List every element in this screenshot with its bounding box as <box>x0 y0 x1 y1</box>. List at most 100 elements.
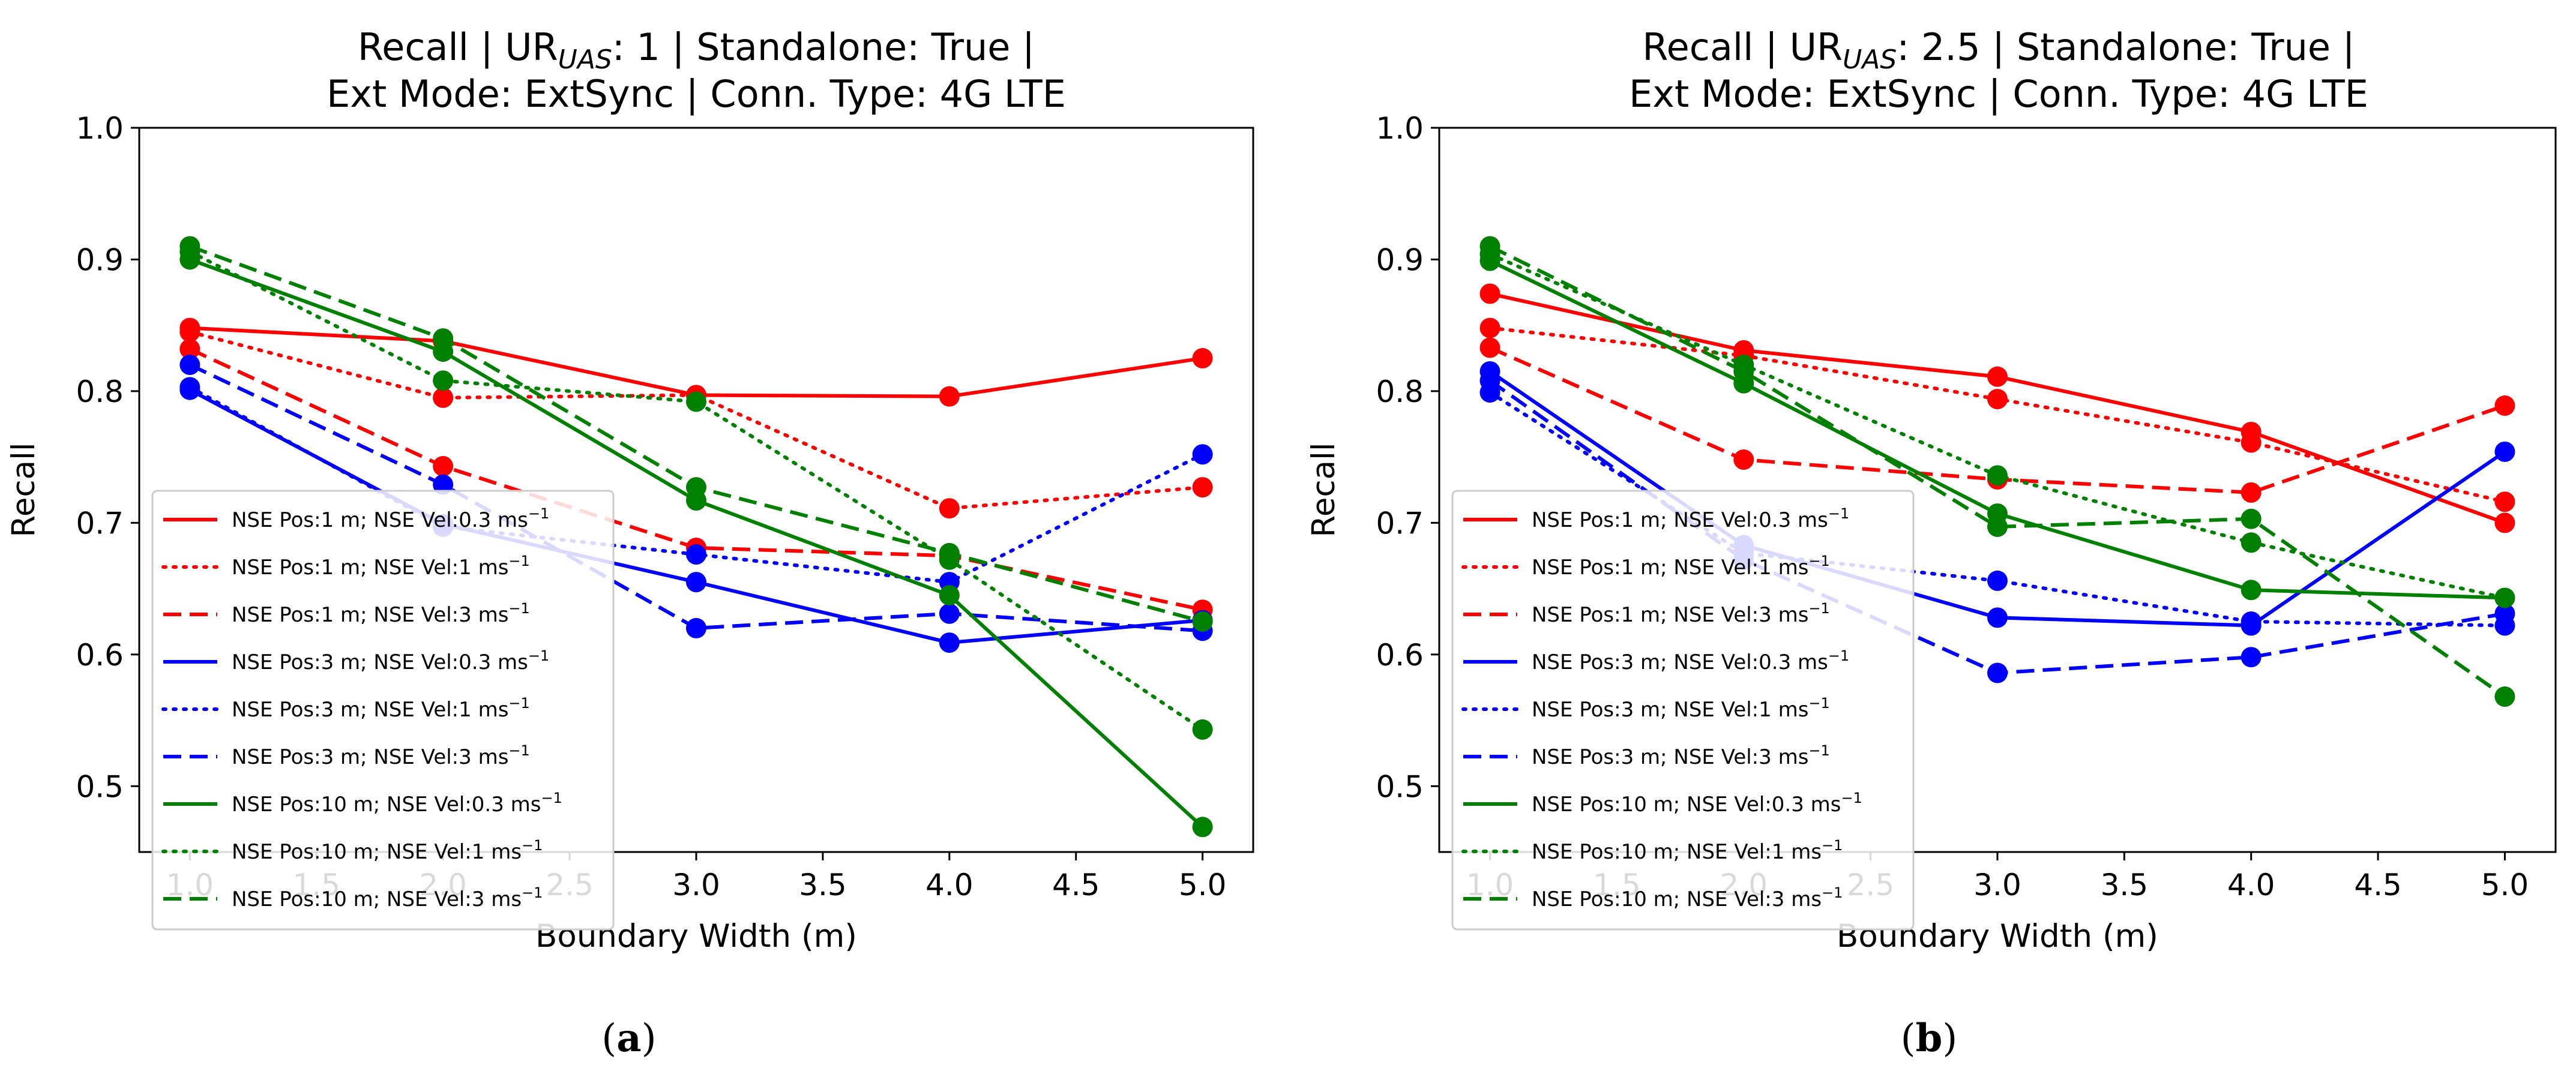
legend-entry-text: NSE Pos:10 m; NSE Vel:3 ms <box>232 887 522 911</box>
legend-entry-label: NSE Pos:3 m; NSE Vel:0.3 ms−1 <box>1532 647 1849 674</box>
legend-entry-unit-superscript: −1 <box>1822 884 1843 901</box>
legend-entry-text: NSE Pos:3 m; NSE Vel:3 ms <box>232 745 508 769</box>
data-point <box>1987 389 2008 410</box>
y-axis-label: Recall <box>1305 442 1342 537</box>
data-point <box>433 474 454 495</box>
data-point <box>2494 441 2515 462</box>
chart-title-subscript: UAS <box>1843 44 1897 75</box>
x-tick-label: 5.0 <box>1179 868 1227 902</box>
data-point <box>433 328 454 349</box>
legend-entry-text: NSE Pos:1 m; NSE Vel:1 ms <box>232 556 508 580</box>
legend-entry-unit-superscript: −1 <box>528 505 549 522</box>
data-point <box>939 632 960 653</box>
data-point <box>686 617 706 638</box>
legend-entry-unit-superscript: −1 <box>508 742 529 759</box>
legend-entry-label: NSE Pos:3 m; NSE Vel:3 ms−1 <box>232 742 530 769</box>
subfigure-label: b <box>1916 1016 1943 1061</box>
x-tick-label: 3.5 <box>799 868 847 902</box>
data-point <box>1192 444 1213 465</box>
legend-box <box>151 490 615 931</box>
legend-entry-label: NSE Pos:10 m; NSE Vel:1 ms−1 <box>232 837 543 864</box>
data-point <box>433 387 454 408</box>
y-tick-label: 1.0 <box>76 111 124 146</box>
data-point <box>2240 532 2262 553</box>
data-point <box>1192 817 1213 838</box>
data-point <box>939 603 960 624</box>
y-tick-label: 0.8 <box>1376 374 1424 409</box>
legend-entry-unit-superscript: −1 <box>522 837 543 854</box>
legend-entry-unit-superscript: −1 <box>508 600 529 617</box>
data-point <box>179 377 200 398</box>
data-point <box>433 370 454 391</box>
data-point <box>939 498 960 519</box>
series-9 <box>179 236 1213 632</box>
data-point <box>2494 512 2515 533</box>
data-point <box>179 355 200 376</box>
y-tick-label: 0.7 <box>76 506 124 541</box>
data-point <box>1987 570 2008 591</box>
x-tick-label: 4.0 <box>925 868 974 902</box>
legend-entry-unit-superscript: −1 <box>1828 647 1849 664</box>
legend-entry-label: NSE Pos:3 m; NSE Vel:0.3 ms−1 <box>232 647 549 674</box>
subfigure-caption: (b) <box>1901 1016 1958 1061</box>
data-point <box>1987 516 2008 537</box>
data-point <box>1479 283 1500 304</box>
data-point <box>2240 482 2262 503</box>
legend-entry-text: NSE Pos:3 m; NSE Vel:1 ms <box>232 698 508 722</box>
legend-entry-text: NSE Pos:10 m; NSE Vel:0.3 ms <box>1532 793 1841 817</box>
y-tick-label: 0.8 <box>76 374 124 409</box>
legend-entry-unit-superscript: −1 <box>1808 553 1829 569</box>
data-point <box>1987 662 2008 683</box>
data-point <box>2494 587 2515 608</box>
series-line <box>1488 391 2507 628</box>
chart-title-start: Recall | UR <box>358 25 558 70</box>
legend-entry-label: NSE Pos:3 m; NSE Vel:3 ms−1 <box>1532 742 1830 769</box>
y-tick-label: 0.5 <box>1376 769 1424 804</box>
data-point <box>939 542 960 563</box>
legend-entry-unit-superscript: −1 <box>1841 790 1862 806</box>
data-point <box>2240 508 2262 529</box>
data-point <box>2494 686 2515 707</box>
legend-entry-unit-superscript: −1 <box>1808 600 1829 617</box>
legend-entry-label: NSE Pos:3 m; NSE Vel:1 ms−1 <box>232 695 530 722</box>
series-6 <box>179 355 1213 641</box>
legend-entry-label: NSE Pos:10 m; NSE Vel:1 ms−1 <box>1532 837 1843 864</box>
legend-box <box>1451 490 1915 931</box>
y-tick-label: 0.6 <box>76 638 124 673</box>
data-point <box>179 236 200 257</box>
data-point <box>2494 491 2515 512</box>
data-point <box>686 477 706 498</box>
chart-title-end: : 2.5 | Standalone: True | <box>1897 25 2355 70</box>
subfigure-label: a <box>616 1016 641 1061</box>
chart-title: Recall | URUAS: 1 | Standalone: True | <box>358 25 1035 75</box>
legend-entry-text: NSE Pos:1 m; NSE Vel:3 ms <box>232 603 508 627</box>
data-point <box>1479 337 1500 358</box>
legend: NSE Pos:1 m; NSE Vel:0.3 ms−1 NSE Pos:1 m… <box>151 490 615 931</box>
data-point <box>1192 348 1213 369</box>
legend-entry-unit-superscript: −1 <box>541 790 562 806</box>
legend-entry-label: NSE Pos:1 m; NSE Vel:0.3 ms−1 <box>232 505 549 532</box>
y-tick-label: 0.5 <box>76 769 124 804</box>
series-line <box>1489 244 2506 698</box>
chart-title-start: Recall | UR <box>1642 25 1843 70</box>
data-point <box>939 386 960 407</box>
legend-entry-text: NSE Pos:1 m; NSE Vel:1 ms <box>1532 556 1808 580</box>
x-tick-label: 4.0 <box>2227 868 2275 902</box>
data-point <box>686 544 706 565</box>
chart-panel-2: Recall | URUAS: 2.5 | Standalone: True |… <box>1305 25 2557 1061</box>
legend-entry-label: NSE Pos:10 m; NSE Vel:0.3 ms−1 <box>1532 790 1862 817</box>
data-point <box>2240 611 2262 632</box>
series-8 <box>179 241 1213 740</box>
data-point <box>939 585 960 606</box>
legend-entry-unit-superscript: −1 <box>1808 695 1829 712</box>
chart-panel-1: Recall | URUAS: 1 | Standalone: True |Ex… <box>5 25 1254 1061</box>
y-axis-label: Recall <box>5 442 42 537</box>
data-point <box>2240 580 2262 601</box>
data-point <box>1479 236 1500 257</box>
legend-entry-text: NSE Pos:10 m; NSE Vel:1 ms <box>232 840 522 864</box>
legend-entry-unit-superscript: −1 <box>508 553 529 569</box>
chart-title-line2: Ext Mode: ExtSync | Conn. Type: 4G LTE <box>327 72 1066 116</box>
legend-entry-text: NSE Pos:10 m; NSE Vel:1 ms <box>1532 840 1822 864</box>
legend-entry-unit-superscript: −1 <box>522 884 543 901</box>
